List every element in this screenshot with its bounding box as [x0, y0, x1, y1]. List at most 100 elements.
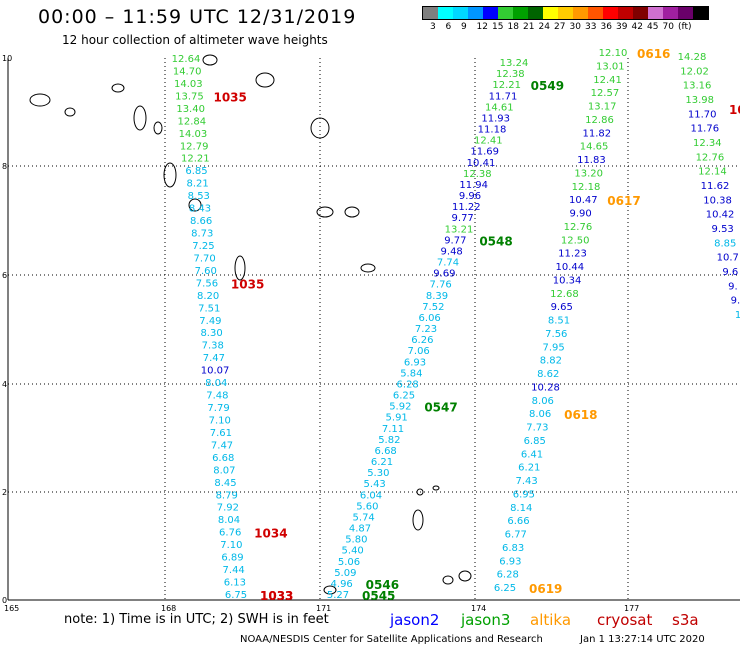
wave-height-label: 11.70 — [688, 109, 717, 120]
colorbar-swatch — [633, 7, 648, 19]
x-tick-label: 165 — [4, 604, 19, 613]
wave-height-label: 7.10 — [209, 415, 231, 426]
wave-height-label: 10.44 — [555, 262, 584, 273]
wave-height-label: 9.6 — [722, 267, 738, 278]
wave-height-label: 6.66 — [507, 516, 529, 527]
wave-height-label: 11.18 — [478, 125, 507, 136]
colorbar-swatch — [468, 7, 483, 19]
colorbar-swatch — [663, 7, 678, 19]
y-tick-label: 6 — [2, 271, 7, 280]
wave-height-label: 7.74 — [437, 258, 459, 269]
pass-time-label: 1033 — [260, 589, 293, 603]
wave-height-label: 11.23 — [558, 249, 587, 260]
wave-height-label: 6.26 — [411, 335, 433, 346]
wave-height-label: 6.85 — [524, 436, 546, 447]
wave-height-label: 7.60 — [195, 266, 217, 277]
wave-height-label: 5.09 — [334, 568, 356, 579]
pass-time-label: 0618 — [564, 408, 597, 422]
wave-height-label: 8.85 — [714, 238, 736, 249]
wave-height-label: 5.91 — [386, 413, 408, 424]
colorbar-tick-label: 24 — [538, 22, 550, 32]
wave-height-label: 13.20 — [574, 168, 603, 179]
colorbar-tick-label: 30 — [569, 22, 581, 32]
colorbar-tick-label: 3 — [430, 22, 436, 32]
wave-height-label: 12.34 — [693, 138, 722, 149]
wave-height-label: 6.28 — [397, 379, 419, 390]
wave-height-label: 13.24 — [500, 58, 529, 69]
colorbar-tick-label: 18 — [507, 22, 519, 32]
wave-height-label: 8.21 — [186, 179, 208, 190]
wave-height-label: 6.06 — [419, 313, 441, 324]
wave-height-label: 7.92 — [217, 503, 239, 514]
wave-height-label: 12.41 — [593, 75, 622, 86]
wave-height-label: 12.50 — [561, 235, 590, 246]
colorbar-tick-label: 36 — [600, 22, 612, 32]
wave-height-label: 1 — [735, 310, 740, 321]
pass-time-label: 10 — [729, 103, 740, 117]
wave-height-label: 13.75 — [175, 91, 204, 102]
wave-height-label: 6.75 — [225, 590, 247, 601]
pass-time-label: 1035 — [213, 90, 246, 104]
island-outline — [163, 162, 177, 188]
wave-height-label: 14.03 — [179, 129, 208, 140]
wave-height-label: 6.13 — [224, 578, 246, 589]
island-outline — [442, 575, 454, 585]
wave-height-label: 8.62 — [537, 369, 559, 380]
wave-height-label: 6.93 — [499, 556, 521, 567]
island-outline — [323, 585, 337, 595]
island-outline — [153, 121, 163, 135]
wave-height-label: 7.11 — [382, 424, 404, 435]
wave-height-label: 12.38 — [496, 69, 525, 80]
wave-height-label: 6.25 — [494, 583, 516, 594]
credit-text: NOAA/NESDIS Center for Satellite Applica… — [240, 634, 543, 645]
colorbar-tick-label: 21 — [523, 22, 535, 32]
wave-height-label: 5.84 — [400, 368, 422, 379]
island-outline — [310, 117, 330, 139]
wave-height-label: 9.53 — [712, 224, 734, 235]
wave-height-label: 12.76 — [564, 222, 593, 233]
wave-height-label: 12.64 — [172, 54, 201, 65]
wave-height-label: 6.83 — [502, 543, 524, 554]
wave-height-label: 7.61 — [210, 428, 232, 439]
island-outline — [412, 509, 424, 531]
generated-timestamp: Jan 1 13:27:14 UTC 2020 — [580, 634, 705, 645]
colorbar-tick-label: 39 — [616, 22, 628, 32]
wave-height-label: 7.47 — [211, 440, 233, 451]
colorbar-tick-label: 9 — [461, 22, 467, 32]
wave-height-label: 7.70 — [193, 253, 215, 264]
wave-height-label: 13.40 — [176, 104, 205, 115]
wave-height-label: 13.01 — [596, 61, 625, 72]
x-tick-label: 174 — [471, 604, 486, 613]
pass-time-label: 1034 — [254, 527, 287, 541]
colorbar-swatch — [588, 7, 603, 19]
colorbar-tick-label: 12 — [476, 22, 488, 32]
wave-height-label: 8.06 — [532, 396, 554, 407]
island-outline — [255, 72, 275, 88]
x-tick-label: 177 — [624, 604, 639, 613]
wave-height-label: 5.92 — [389, 402, 411, 413]
wave-height-label: 11.62 — [701, 181, 730, 192]
pass-time-label: 0546 — [366, 578, 399, 592]
wave-height-label: 7.43 — [515, 476, 537, 487]
wave-height-label: 12.41 — [474, 136, 503, 147]
wave-height-label: 14.03 — [174, 79, 203, 90]
wave-height-label: 9.90 — [569, 209, 591, 220]
island-outline — [416, 488, 424, 496]
wave-height-label: 8.79 — [216, 490, 238, 501]
colorbar-swatch — [603, 7, 618, 19]
wave-height-label: 7.49 — [199, 316, 221, 327]
wave-height-label: 8.20 — [197, 291, 219, 302]
colorbar-swatch — [498, 7, 513, 19]
wave-height-label: 13.16 — [683, 81, 712, 92]
wave-height-label: 11.76 — [690, 124, 719, 135]
wave-height-label: 9.48 — [441, 246, 463, 257]
wave-height-label: 7.23 — [415, 324, 437, 335]
wave-height-label: 9.69 — [433, 269, 455, 280]
wave-height-label: 8.66 — [190, 216, 212, 227]
wave-height-label: 9.65 — [551, 302, 573, 313]
wave-height-label: 6.77 — [505, 530, 527, 541]
wave-height-label: 10.7 — [717, 253, 739, 264]
wave-height-label: 12.18 — [572, 182, 601, 193]
island-outline — [360, 263, 376, 273]
wave-height-label: 9. — [728, 281, 738, 292]
